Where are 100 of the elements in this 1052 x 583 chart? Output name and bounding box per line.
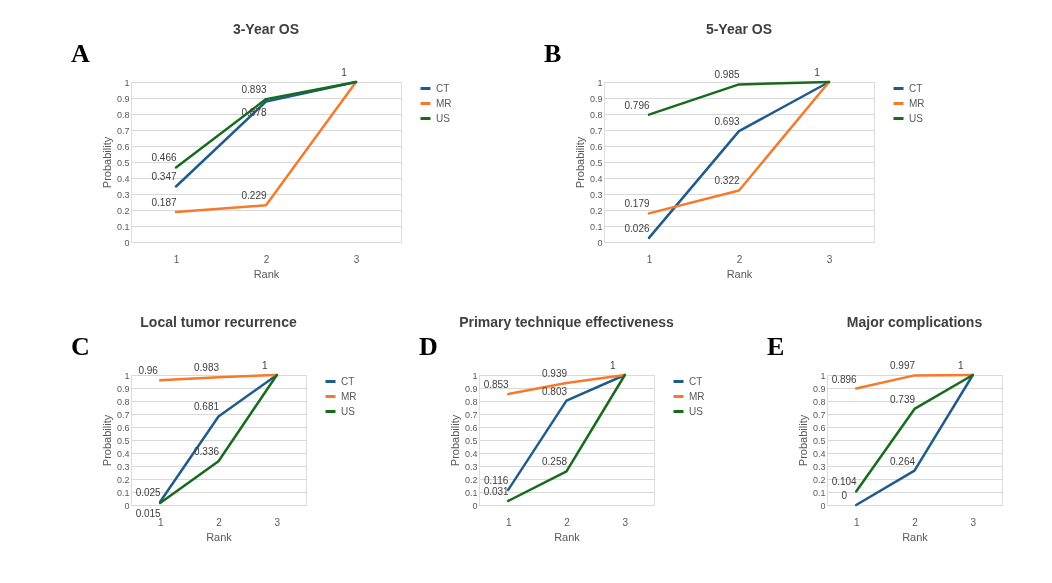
data-label: 0.796 xyxy=(624,99,650,111)
data-label: 0 xyxy=(841,490,848,501)
y-tick-label: 1 xyxy=(124,370,130,381)
y-tick-label: 1 xyxy=(124,77,130,88)
data-label: 0.336 xyxy=(193,446,220,458)
legend-label: US xyxy=(436,112,451,124)
y-tick-label: 0.2 xyxy=(589,205,603,216)
chart-title: Primary technique effectiveness xyxy=(459,314,675,330)
x-tick-label: 3 xyxy=(826,253,833,265)
chart-title: 3-Year OS xyxy=(232,21,300,37)
y-tick-label: 0.3 xyxy=(116,189,130,200)
y-tick-label: 1 xyxy=(597,77,603,88)
y-tick-label: 0.3 xyxy=(116,461,130,472)
y-tick-label: 0.4 xyxy=(116,448,130,459)
x-tick-label: 3 xyxy=(970,516,977,528)
y-tick-label: 0.2 xyxy=(116,205,130,216)
legend-label: CT xyxy=(689,375,703,387)
y-tick-label: 0.3 xyxy=(464,461,478,472)
data-label: 0.739 xyxy=(889,393,916,405)
text: E xyxy=(767,332,785,361)
x-tick-label: 1 xyxy=(173,253,180,265)
y-tick-label: 0.8 xyxy=(589,109,603,120)
y-axis-title: Probability xyxy=(100,136,113,189)
y-tick-label: 0.8 xyxy=(812,396,826,407)
data-label: 1 xyxy=(610,360,617,371)
x-tick-label: 1 xyxy=(646,253,653,265)
data-label: 0.104 xyxy=(831,476,858,488)
data-label: 0.985 xyxy=(714,69,740,81)
y-tick-label: 0.7 xyxy=(812,409,826,420)
y-tick-label: 0.1 xyxy=(589,221,603,232)
y-tick-label: 0.2 xyxy=(464,474,478,485)
y-tick-label: 0.1 xyxy=(116,221,130,232)
y-tick-label: 0.3 xyxy=(812,461,826,472)
legend-label: CT xyxy=(909,82,923,94)
y-tick-label: 0.8 xyxy=(464,396,478,407)
y-tick-label: 0.9 xyxy=(116,93,130,104)
data-label: 1 xyxy=(262,360,269,371)
data-label: 0.258 xyxy=(541,456,568,468)
x-tick-label: 2 xyxy=(263,253,270,265)
x-tick-label: 2 xyxy=(736,253,743,265)
data-label: 0.983 xyxy=(193,362,220,374)
y-tick-label: 0.6 xyxy=(812,422,826,433)
y-tick-label: 1 xyxy=(820,370,826,381)
legend-label: MR xyxy=(909,97,925,109)
y-tick-label: 0.4 xyxy=(812,448,826,459)
y-tick-label: 0.7 xyxy=(589,125,603,136)
y-tick-label: 0.8 xyxy=(116,396,130,407)
x-tick-label: 2 xyxy=(564,516,571,528)
data-label: 0.893 xyxy=(241,84,267,96)
data-label: 0.997 xyxy=(889,360,916,372)
y-tick-label: 0.1 xyxy=(464,487,478,498)
y-tick-label: 0.9 xyxy=(116,383,130,394)
data-label: 0.116 xyxy=(484,474,509,486)
y-tick-label: 0.7 xyxy=(116,125,130,136)
y-tick-label: 0.8 xyxy=(116,109,130,120)
y-tick-label: 0.5 xyxy=(812,435,826,446)
x-tick-label: 1 xyxy=(505,516,512,528)
data-label: 0.96 xyxy=(138,365,159,377)
x-axis-title: Rank xyxy=(206,530,233,543)
data-label: 0.179 xyxy=(624,198,650,210)
data-label: 0.347 xyxy=(151,171,177,183)
legend-label: MR xyxy=(436,97,452,109)
data-label: 0.025 xyxy=(135,486,162,498)
text: B xyxy=(544,39,562,68)
data-label: 0.853 xyxy=(483,379,510,391)
text: A xyxy=(71,39,90,68)
legend-label: US xyxy=(689,405,704,417)
data-label: 1 xyxy=(341,67,348,78)
y-tick-label: 0.3 xyxy=(589,189,603,200)
x-tick-label: 3 xyxy=(353,253,360,265)
chart-title: Local tumor recurrence xyxy=(140,314,297,330)
y-tick-label: 0.4 xyxy=(464,448,478,459)
legend-label: US xyxy=(909,112,924,124)
x-tick-label: 1 xyxy=(853,516,860,528)
y-tick-label: 0 xyxy=(472,500,478,511)
y-tick-label: 0.9 xyxy=(812,383,826,394)
text: D xyxy=(419,332,438,361)
data-label: 0.466 xyxy=(151,152,177,164)
y-tick-label: 0 xyxy=(820,500,826,511)
chart-title: Major complications xyxy=(846,314,983,330)
y-tick-label: 0 xyxy=(124,500,130,511)
x-tick-label: 2 xyxy=(912,516,919,528)
data-label: 0.681 xyxy=(193,401,220,413)
y-tick-label: 0.5 xyxy=(116,435,130,446)
y-tick-label: 1 xyxy=(472,370,478,381)
chart-title: 5-Year OS xyxy=(705,21,773,37)
x-tick-label: 3 xyxy=(274,516,281,528)
y-tick-label: 0.2 xyxy=(116,474,130,485)
y-tick-label: 0.4 xyxy=(116,173,130,184)
y-axis-title: Probability xyxy=(100,414,113,467)
y-tick-label: 0.6 xyxy=(116,422,130,433)
y-axis-title: Probability xyxy=(796,414,809,467)
data-label: 0.026 xyxy=(624,222,650,234)
x-axis-title: Rank xyxy=(253,267,280,280)
legend-label: CT xyxy=(341,375,355,387)
y-tick-label: 0.5 xyxy=(589,157,603,168)
data-label: 0.187 xyxy=(151,197,177,209)
y-tick-label: 0.5 xyxy=(116,157,130,168)
y-tick-label: 0.9 xyxy=(589,93,603,104)
y-axis-title: Probability xyxy=(448,414,461,467)
